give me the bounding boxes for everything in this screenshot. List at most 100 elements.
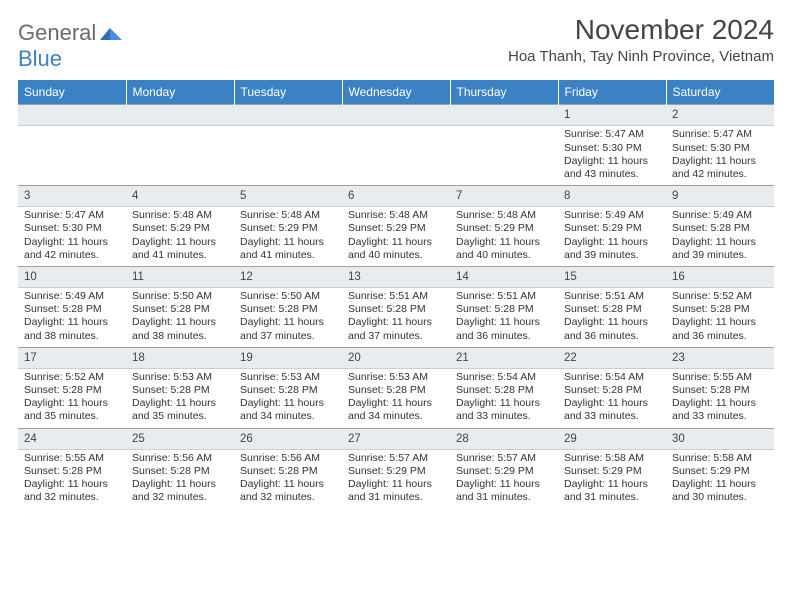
daylight-text: Daylight: 11 hours and 36 minutes. <box>672 316 768 342</box>
sunrise-text: Sunrise: 5:58 AM <box>672 452 768 465</box>
day-detail-cell: Sunrise: 5:48 AMSunset: 5:29 PMDaylight:… <box>234 207 342 267</box>
sunset-text: Sunset: 5:29 PM <box>456 465 552 478</box>
day-detail-cell: Sunrise: 5:56 AMSunset: 5:28 PMDaylight:… <box>126 449 234 508</box>
day-number-cell: 16 <box>666 266 774 287</box>
day-detail-cell: Sunrise: 5:47 AMSunset: 5:30 PMDaylight:… <box>18 207 126 267</box>
day-detail-cell: Sunrise: 5:49 AMSunset: 5:28 PMDaylight:… <box>18 288 126 348</box>
sunset-text: Sunset: 5:30 PM <box>672 142 768 155</box>
day-header: Thursday <box>450 80 558 105</box>
day-header: Friday <box>558 80 666 105</box>
month-title: November 2024 <box>508 14 774 46</box>
sunset-text: Sunset: 5:28 PM <box>672 303 768 316</box>
sunset-text: Sunset: 5:28 PM <box>132 384 228 397</box>
daylight-text: Daylight: 11 hours and 36 minutes. <box>456 316 552 342</box>
calendar-body: 12Sunrise: 5:47 AMSunset: 5:30 PMDayligh… <box>18 105 774 509</box>
sunrise-text: Sunrise: 5:52 AM <box>672 290 768 303</box>
daylight-text: Daylight: 11 hours and 33 minutes. <box>672 397 768 423</box>
daylight-text: Daylight: 11 hours and 37 minutes. <box>348 316 444 342</box>
sunrise-text: Sunrise: 5:51 AM <box>456 290 552 303</box>
day-detail-cell: Sunrise: 5:56 AMSunset: 5:28 PMDaylight:… <box>234 449 342 508</box>
day-detail-row: Sunrise: 5:47 AMSunset: 5:30 PMDaylight:… <box>18 207 774 267</box>
sunset-text: Sunset: 5:29 PM <box>348 222 444 235</box>
sunset-text: Sunset: 5:28 PM <box>456 303 552 316</box>
day-number-cell: 17 <box>18 347 126 368</box>
day-number-row: 17181920212223 <box>18 347 774 368</box>
daylight-text: Daylight: 11 hours and 31 minutes. <box>564 478 660 504</box>
day-number-cell: 22 <box>558 347 666 368</box>
day-detail-cell: Sunrise: 5:53 AMSunset: 5:28 PMDaylight:… <box>342 369 450 429</box>
title-block: November 2024 Hoa Thanh, Tay Ninh Provin… <box>508 14 774 65</box>
sunrise-text: Sunrise: 5:56 AM <box>240 452 336 465</box>
day-number-cell: 28 <box>450 428 558 449</box>
daylight-text: Daylight: 11 hours and 37 minutes. <box>240 316 336 342</box>
day-header: Sunday <box>18 80 126 105</box>
day-number-cell: 10 <box>18 266 126 287</box>
day-detail-cell: Sunrise: 5:57 AMSunset: 5:29 PMDaylight:… <box>342 449 450 508</box>
day-detail-row: Sunrise: 5:49 AMSunset: 5:28 PMDaylight:… <box>18 288 774 348</box>
day-number-cell: 29 <box>558 428 666 449</box>
day-number-cell <box>342 105 450 126</box>
sunset-text: Sunset: 5:28 PM <box>240 465 336 478</box>
daylight-text: Daylight: 11 hours and 40 minutes. <box>456 236 552 262</box>
sunset-text: Sunset: 5:28 PM <box>24 465 120 478</box>
sunrise-text: Sunrise: 5:49 AM <box>24 290 120 303</box>
day-detail-cell: Sunrise: 5:49 AMSunset: 5:29 PMDaylight:… <box>558 207 666 267</box>
daylight-text: Daylight: 11 hours and 43 minutes. <box>564 155 660 181</box>
day-detail-cell: Sunrise: 5:52 AMSunset: 5:28 PMDaylight:… <box>18 369 126 429</box>
sunrise-text: Sunrise: 5:57 AM <box>456 452 552 465</box>
daylight-text: Daylight: 11 hours and 41 minutes. <box>240 236 336 262</box>
daylight-text: Daylight: 11 hours and 34 minutes. <box>348 397 444 423</box>
sunset-text: Sunset: 5:29 PM <box>564 465 660 478</box>
sunset-text: Sunset: 5:30 PM <box>24 222 120 235</box>
day-number-cell: 25 <box>126 428 234 449</box>
sunrise-text: Sunrise: 5:53 AM <box>132 371 228 384</box>
day-number-cell: 7 <box>450 185 558 206</box>
brand-text-general: General <box>18 20 96 46</box>
day-number-cell: 21 <box>450 347 558 368</box>
daylight-text: Daylight: 11 hours and 30 minutes. <box>672 478 768 504</box>
day-number-cell: 13 <box>342 266 450 287</box>
day-detail-cell <box>234 126 342 186</box>
daylight-text: Daylight: 11 hours and 32 minutes. <box>240 478 336 504</box>
sunset-text: Sunset: 5:29 PM <box>132 222 228 235</box>
sunrise-text: Sunrise: 5:49 AM <box>672 209 768 222</box>
sunrise-text: Sunrise: 5:50 AM <box>132 290 228 303</box>
sunrise-text: Sunrise: 5:47 AM <box>672 128 768 141</box>
sunrise-text: Sunrise: 5:53 AM <box>240 371 336 384</box>
sunrise-text: Sunrise: 5:50 AM <box>240 290 336 303</box>
sunset-text: Sunset: 5:28 PM <box>456 384 552 397</box>
day-detail-cell: Sunrise: 5:53 AMSunset: 5:28 PMDaylight:… <box>234 369 342 429</box>
brand-text-blue: Blue <box>18 46 62 71</box>
day-detail-cell: Sunrise: 5:48 AMSunset: 5:29 PMDaylight:… <box>342 207 450 267</box>
day-detail-cell: Sunrise: 5:55 AMSunset: 5:28 PMDaylight:… <box>666 369 774 429</box>
day-detail-cell <box>342 126 450 186</box>
daylight-text: Daylight: 11 hours and 39 minutes. <box>672 236 768 262</box>
day-number-cell: 23 <box>666 347 774 368</box>
daylight-text: Daylight: 11 hours and 36 minutes. <box>564 316 660 342</box>
sunrise-text: Sunrise: 5:51 AM <box>564 290 660 303</box>
day-number-cell: 30 <box>666 428 774 449</box>
day-detail-row: Sunrise: 5:47 AMSunset: 5:30 PMDaylight:… <box>18 126 774 186</box>
day-number-cell: 24 <box>18 428 126 449</box>
day-number-row: 12 <box>18 105 774 126</box>
day-detail-cell: Sunrise: 5:57 AMSunset: 5:29 PMDaylight:… <box>450 449 558 508</box>
day-number-cell: 15 <box>558 266 666 287</box>
day-of-week-row: SundayMondayTuesdayWednesdayThursdayFrid… <box>18 80 774 105</box>
daylight-text: Daylight: 11 hours and 32 minutes. <box>132 478 228 504</box>
sunrise-text: Sunrise: 5:47 AM <box>564 128 660 141</box>
day-header: Saturday <box>666 80 774 105</box>
daylight-text: Daylight: 11 hours and 42 minutes. <box>672 155 768 181</box>
daylight-text: Daylight: 11 hours and 40 minutes. <box>348 236 444 262</box>
sunrise-text: Sunrise: 5:48 AM <box>240 209 336 222</box>
day-number-cell: 19 <box>234 347 342 368</box>
daylight-text: Daylight: 11 hours and 39 minutes. <box>564 236 660 262</box>
brand-mark-icon <box>100 20 122 46</box>
day-header: Monday <box>126 80 234 105</box>
calendar-table: SundayMondayTuesdayWednesdayThursdayFrid… <box>18 80 774 508</box>
day-number-row: 24252627282930 <box>18 428 774 449</box>
sunrise-text: Sunrise: 5:56 AM <box>132 452 228 465</box>
daylight-text: Daylight: 11 hours and 33 minutes. <box>564 397 660 423</box>
day-number-cell: 2 <box>666 105 774 126</box>
day-detail-cell: Sunrise: 5:54 AMSunset: 5:28 PMDaylight:… <box>450 369 558 429</box>
daylight-text: Daylight: 11 hours and 42 minutes. <box>24 236 120 262</box>
